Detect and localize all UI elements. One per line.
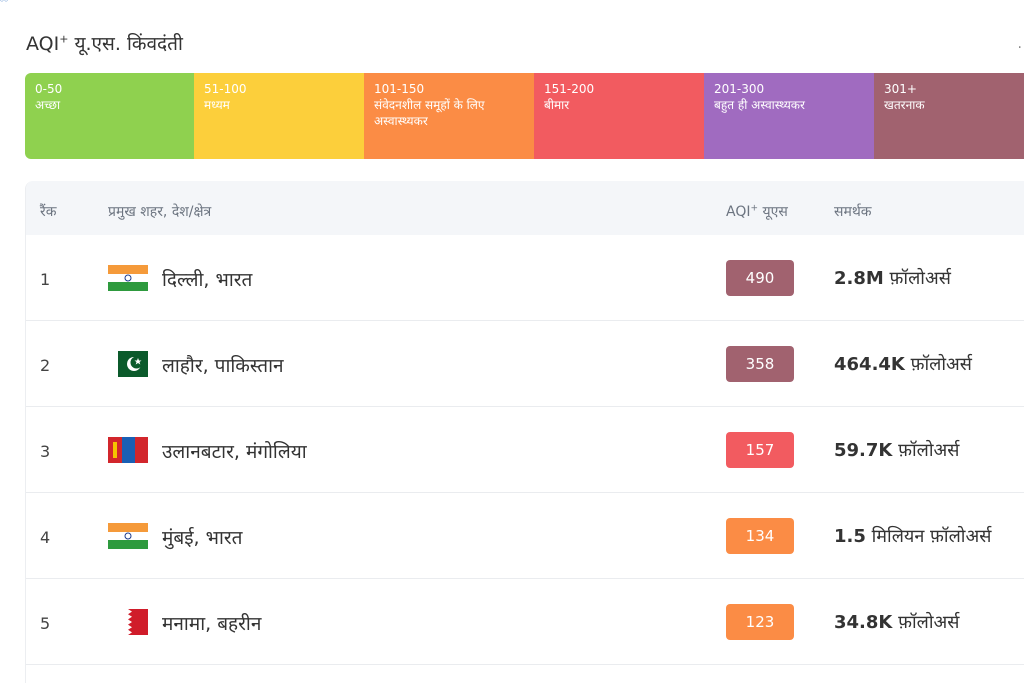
column-aqi: AQI+ यूएस	[726, 202, 788, 221]
aqi-badge: 123	[726, 604, 794, 640]
column-followers: समर्थक	[834, 204, 872, 220]
legend-label: मध्यम	[204, 98, 230, 112]
followers-label: फ़ॉलोअर्स	[883, 268, 951, 289]
legend-range: 301+	[884, 82, 917, 96]
column-aqi-sup: +	[750, 203, 759, 214]
rank-number: 1	[40, 270, 51, 289]
legend-unhealthy: 151-200 बीमार	[534, 73, 704, 159]
followers-label: फ़ॉलोअर्स	[904, 354, 972, 375]
legend-sensitive: 101-150 संवेदनशील समूहों के लिए अस्वास्थ…	[364, 73, 534, 159]
city-link[interactable]: दिल्ली, भारत	[162, 269, 253, 291]
legend-range: 51-100	[204, 82, 247, 96]
followers-number: 59.7K	[834, 440, 893, 461]
legend-label: अच्छा	[35, 98, 61, 112]
legend-label: संवेदनशील समूहों के लिए अस्वास्थ्यकर	[374, 98, 485, 128]
aqi-badge: 358	[726, 346, 794, 382]
followers-count: 1.5 मिलियन फ़ॉलोअर्स	[834, 524, 991, 548]
aqi-legend: 0-50 अच्छा 51-100 मध्यम 101-150 संवेदनशी…	[25, 73, 1024, 159]
legend-moderate: 51-100 मध्यम	[194, 73, 364, 159]
title-suffix: यू.एस. किंवदंती	[68, 33, 183, 55]
table-row[interactable]: 4 मुंबई, भारत 134 1.5 मिलियन फ़ॉलोअर्स	[26, 493, 1024, 579]
followers-label: फ़ॉलोअर्स	[892, 612, 960, 633]
city-ranking-table: रैंक प्रमुख शहर, देश/क्षेत्र AQI+ यूएस स…	[25, 181, 1024, 683]
column-rank: रैंक	[40, 204, 57, 220]
table-row[interactable]: 1 दिल्ली, भारत 490 2.8M फ़ॉलोअर्स	[26, 235, 1024, 321]
city-link[interactable]: मनामा, बहरीन	[162, 613, 262, 635]
legend-range: 151-200	[544, 82, 595, 96]
followers-number: 34.8K	[834, 612, 893, 633]
followers-number: 2.8M	[834, 268, 884, 289]
column-aqi-prefix: AQI	[726, 204, 751, 220]
followers-number: 464.4K	[834, 354, 905, 375]
table-row[interactable]: 5 मनामा, बहरीन 123 34.8K फ़ॉलोअर्स	[26, 579, 1024, 665]
legend-hazardous: 301+ खतरनाक	[874, 73, 1024, 159]
corner-mark-icon: ᵕᵕ	[0, 0, 9, 8]
edge-mark-icon: ·	[1017, 40, 1022, 56]
rank-number: 2	[40, 356, 51, 375]
mongolia-flag-icon	[108, 437, 148, 463]
followers-count: 34.8K फ़ॉलोअर्स	[834, 610, 959, 634]
table-header: रैंक प्रमुख शहर, देश/क्षेत्र AQI+ यूएस स…	[26, 181, 1024, 235]
legend-label: बहुत ही अस्वास्थ्यकर	[714, 98, 805, 112]
rank-number: 3	[40, 442, 51, 461]
column-aqi-suffix: यूएस	[758, 204, 788, 220]
followers-number: 1.5	[834, 526, 866, 547]
aqi-badge: 157	[726, 432, 794, 468]
legend-very-unhealthy: 201-300 बहुत ही अस्वास्थ्यकर	[704, 73, 874, 159]
followers-label: मिलियन फ़ॉलोअर्स	[865, 526, 992, 547]
aqi-badge: 490	[726, 260, 794, 296]
table-row[interactable]: 3 उलानबटार, मंगोलिया 157 59.7K फ़ॉलोअर्स	[26, 407, 1024, 493]
rank-number: 5	[40, 614, 51, 633]
followers-label: फ़ॉलोअर्स	[892, 440, 960, 461]
followers-count: 464.4K फ़ॉलोअर्स	[834, 352, 972, 376]
table-row[interactable]: 2 लाहौर, पाकिस्तान 358 464.4K फ़ॉलोअर्स	[26, 321, 1024, 407]
legend-range: 201-300	[714, 82, 765, 96]
page-title: AQI+ यू.एस. किंवदंती	[26, 30, 183, 56]
legend-range: 101-150	[374, 82, 425, 96]
followers-count: 59.7K फ़ॉलोअर्स	[834, 438, 959, 462]
title-sup: +	[59, 32, 69, 46]
aqi-badge: 134	[726, 518, 794, 554]
column-city: प्रमुख शहर, देश/क्षेत्र	[108, 204, 212, 220]
legend-label: बीमार	[544, 98, 570, 112]
title-prefix: AQI	[26, 33, 60, 55]
legend-good: 0-50 अच्छा	[25, 73, 194, 159]
legend-range: 0-50	[35, 82, 63, 96]
india-flag-icon	[108, 523, 148, 549]
city-link[interactable]: उलानबटार, मंगोलिया	[162, 441, 307, 463]
india-flag-icon	[108, 265, 148, 291]
city-link[interactable]: मुंबई, भारत	[162, 527, 243, 549]
bahrain-flag-icon	[108, 609, 148, 635]
city-link[interactable]: लाहौर, पाकिस्तान	[162, 355, 284, 377]
rank-number: 4	[40, 528, 51, 547]
pakistan-flag-icon	[108, 351, 148, 377]
followers-count: 2.8M फ़ॉलोअर्स	[834, 266, 951, 290]
legend-label: खतरनाक	[884, 98, 925, 112]
